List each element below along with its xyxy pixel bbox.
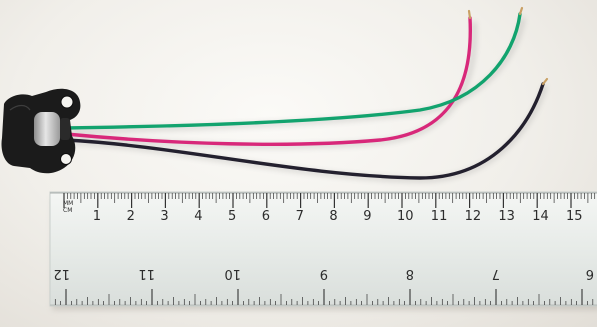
mounting-hole-bottom [60, 153, 72, 165]
connector-metal-band [34, 112, 60, 146]
ruler-inch-labels: 12 11 10 9 8 7 6 [53, 266, 594, 281]
cm-label-1: 1 [93, 209, 101, 224]
cm-label-7: 7 [296, 209, 304, 224]
ruler: MM CM 1 2 3 4 5 6 7 8 9 10 11 12 13 14 1… [49, 191, 597, 307]
cm-label-8: 8 [329, 209, 337, 224]
connector-highlight [9, 104, 31, 111]
inch-label-7: 7 [492, 266, 500, 281]
wires [64, 6, 549, 180]
cm-label-2: 2 [127, 209, 135, 224]
ruler-unit-mm: MM [63, 200, 73, 207]
cm-label-13: 13 [498, 209, 515, 224]
inch-label-9: 9 [320, 266, 328, 281]
cm-label-9: 9 [363, 209, 371, 224]
ruler-mm-ticks [63, 193, 596, 208]
connector-wire-exit [60, 118, 70, 140]
cm-label-10: 10 [397, 209, 414, 224]
black-wire [64, 82, 545, 180]
cm-label-4: 4 [194, 209, 202, 224]
ruler-body [49, 191, 597, 307]
cm-label-15: 15 [566, 209, 583, 224]
ruler-cm-labels: 1 2 3 4 5 6 7 8 9 10 11 12 13 14 15 1 [93, 209, 583, 224]
cm-label-12: 12 [465, 209, 482, 224]
cm-label-11: 11 [431, 209, 448, 224]
ruler-inch-ticks [54, 289, 594, 305]
ruler-unit-cm: CM [63, 207, 72, 214]
inch-label-6: 6 [586, 266, 594, 281]
cm-label-3: 3 [160, 209, 168, 224]
inch-label-12: 12 [53, 266, 70, 281]
sensor-connector [1, 88, 81, 174]
pink-wire-tip [467, 9, 472, 20]
green-wire [64, 12, 522, 130]
inch-label-8: 8 [406, 266, 414, 281]
inch-label-11: 11 [138, 266, 155, 281]
cm-label-5: 5 [228, 209, 236, 224]
cm-label-6: 6 [262, 209, 270, 224]
mounting-hole-top [60, 95, 74, 109]
black-wire-tip [541, 77, 549, 86]
inch-label-10: 10 [224, 266, 241, 281]
cm-label-14: 14 [532, 209, 549, 224]
wire-shadows [71, 17, 547, 183]
pink-wire [64, 16, 472, 146]
green-wire-tip [518, 6, 524, 16]
